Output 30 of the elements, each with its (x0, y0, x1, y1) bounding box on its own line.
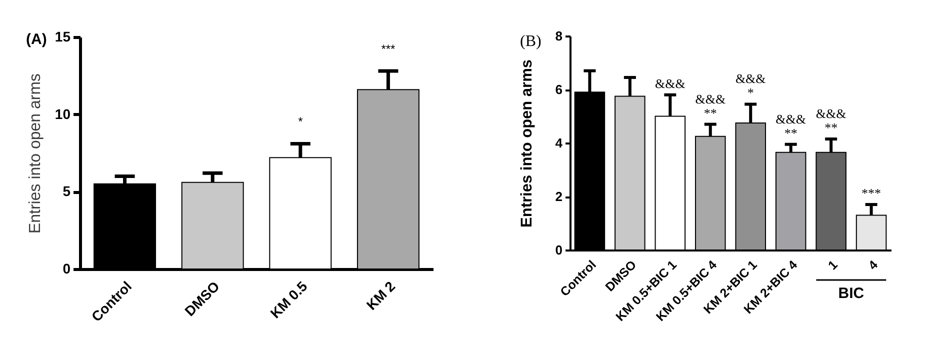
y-tick-label: 15 (54, 28, 71, 44)
y-tick-label: 6 (555, 82, 562, 97)
y-tick-label: 10 (54, 106, 71, 122)
annotation: ** (784, 125, 798, 140)
x-tick-label: 4 (866, 258, 881, 273)
y-axis-title: Entries into open arms (518, 60, 536, 228)
annotation: &&& (776, 111, 806, 126)
annotation: &&& (735, 71, 766, 86)
annotation: &&& (695, 91, 726, 106)
annotation: * (747, 85, 754, 100)
y-tick-label: 5 (62, 183, 71, 200)
annotation: ** (824, 120, 838, 135)
annotation: *** (862, 186, 882, 201)
y-tick-label: 4 (555, 136, 564, 150)
annotation: ** (704, 105, 717, 120)
annotation: &&& (816, 106, 846, 121)
x-tick-label: 1 (825, 258, 840, 273)
x-tick-label: KM 2 (363, 278, 398, 314)
annotation: &&& (654, 76, 686, 91)
annotation: *** (381, 42, 396, 56)
annotation: * (298, 114, 304, 129)
x-tick-label: KM 0.5 (267, 278, 310, 322)
y-axis-title: Entries into open arms (26, 73, 44, 234)
y-tick-label: 2 (555, 189, 562, 204)
chart-title: (A) (26, 31, 47, 48)
y-tick-label: 0 (555, 242, 562, 258)
chart-title: (B) (520, 33, 542, 50)
text: BIC (838, 285, 864, 302)
y-tick-label: 8 (555, 28, 562, 44)
y-tick-label: 0 (62, 260, 71, 276)
